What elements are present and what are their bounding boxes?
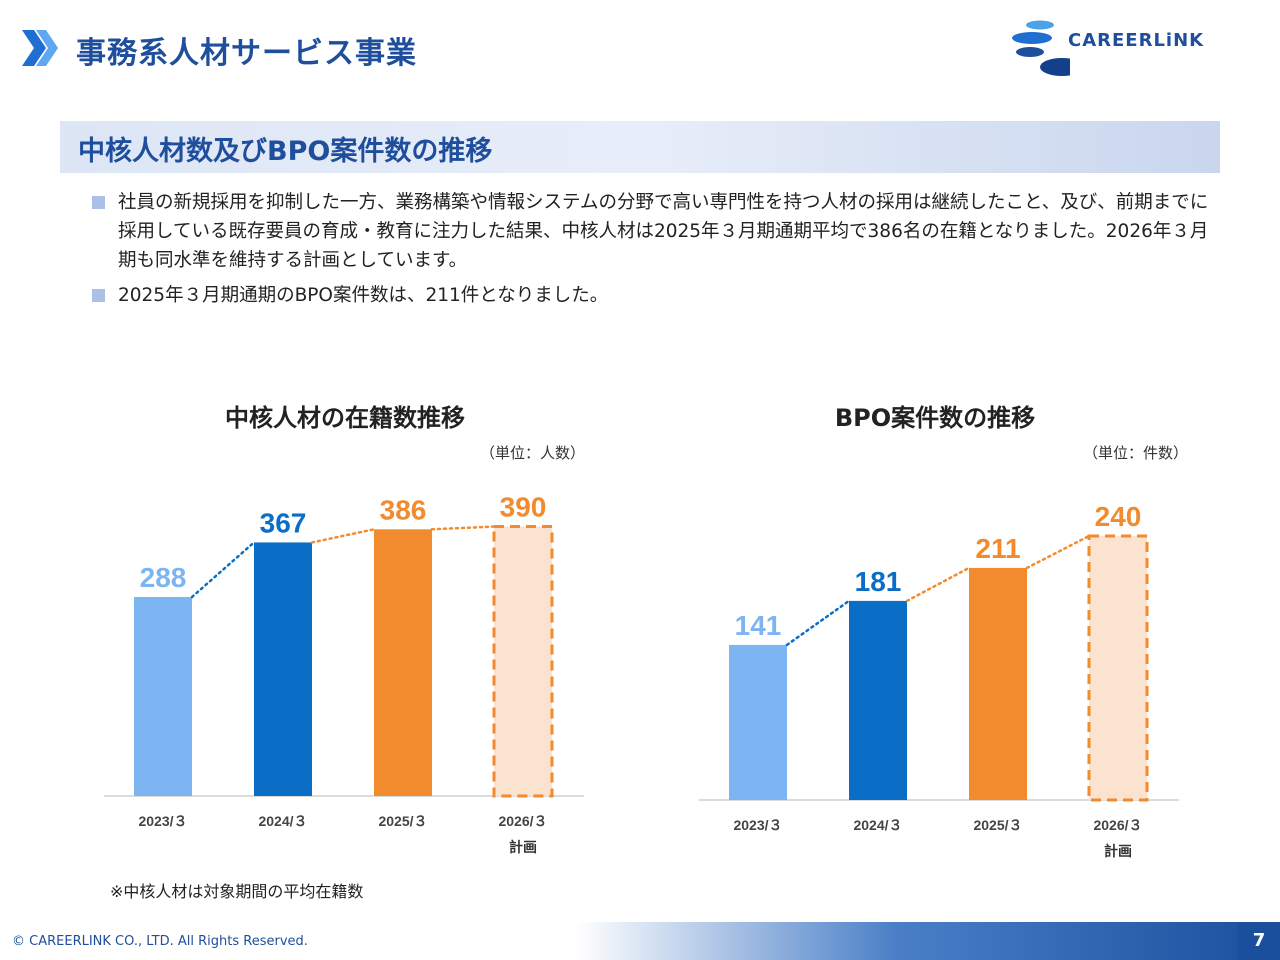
data-label: 211 [975,533,1020,564]
copyright-text: © CAREERLINK CO., LTD. All Rights Reserv… [12,934,308,949]
trend-connector [190,541,256,599]
company-logo: CAREERLiNK [1010,16,1230,82]
section-header: 中核人材数及びBPO案件数の推移 [60,121,1220,173]
x-tick-label: 2024/３ [258,813,307,829]
bar [134,597,192,796]
data-label: 386 [380,494,427,525]
data-label: 141 [735,610,782,641]
data-label: 390 [500,492,547,523]
chart-unit-bpo: （単位：件数） [1083,444,1189,462]
logo-text: CAREERLiNK [1068,30,1205,51]
bullet-item: 社員の新規採用を抑制した一方、業務構築や情報システムの分野で高い専門性を持つ人材… [92,188,1222,275]
trend-connector [310,528,376,544]
bar [969,567,1027,800]
page-number: 7 [1238,922,1280,960]
trend-connector [785,599,851,647]
section-title: 中核人材数及びBPO案件数の推移 [78,136,493,167]
x-tick-label: 2025/３ [973,817,1022,833]
bpo-bar-chart: 141 2023/３ 181 2024/３ 211 2025/３ 240 2026/３ 計画 [699,501,1179,860]
bar [254,542,312,796]
x-tick-sublabel: 計画 [509,839,537,856]
chart-title-bpo: BPO案件数の推移 [834,404,1036,432]
bar [849,600,907,800]
data-label: 288 [140,562,187,593]
header: 事務系人材サービス事業 CAREERLiNK [0,0,1280,100]
bar-plan [492,525,554,798]
data-label: 367 [260,507,307,538]
bullet-list: 社員の新規採用を抑制した一方、業務構築や情報システムの分野で高い専門性を持つ人材… [92,188,1222,314]
trend-connector [430,525,496,531]
page-title: 事務系人材サービス事業 [76,36,417,71]
bullet-text: 2025年３月期通期のBPO案件数は、211件となりました。 [118,285,609,306]
x-tick-label: 2023/３ [138,813,187,829]
x-tick-label: 2026/３ [1093,817,1142,833]
footnote: ※中核人材は対象期間の平均在籍数 [110,882,364,901]
bullet-square-icon [92,289,105,302]
trend-connector [905,566,971,603]
x-tick-label: 2024/３ [853,817,902,833]
double-chevron-icon [22,30,58,66]
bar [729,644,787,800]
x-tick-label: 2023/３ [733,817,782,833]
core-staff-bar-chart: 288 2023/３ 367 2024/３ 386 2025/３ 390 2026/３ 計画 [104,492,584,856]
logo-mark-icon [1012,20,1084,76]
bullet-item: 2025年３月期通期のBPO案件数は、211件となりました。 [92,281,1222,310]
data-label: 181 [855,566,902,597]
bar-plan [1087,534,1149,802]
trend-connector [1025,534,1091,570]
chart-title-core-staff: 中核人材の在籍数推移 [225,404,465,432]
bar [374,529,432,796]
chart-unit-core-staff: （単位：人数） [480,444,586,462]
bullet-square-icon [92,196,105,209]
bullet-text: 社員の新規採用を抑制した一方、業務構築や情報システムの分野で高い専門性を持つ人材… [118,192,1209,271]
x-tick-label: 2025/３ [378,813,427,829]
x-tick-label: 2026/３ [498,813,547,829]
footer: © CAREERLINK CO., LTD. All Rights Reserv… [0,922,1280,960]
x-tick-sublabel: 計画 [1104,843,1132,860]
data-label: 240 [1095,501,1142,532]
